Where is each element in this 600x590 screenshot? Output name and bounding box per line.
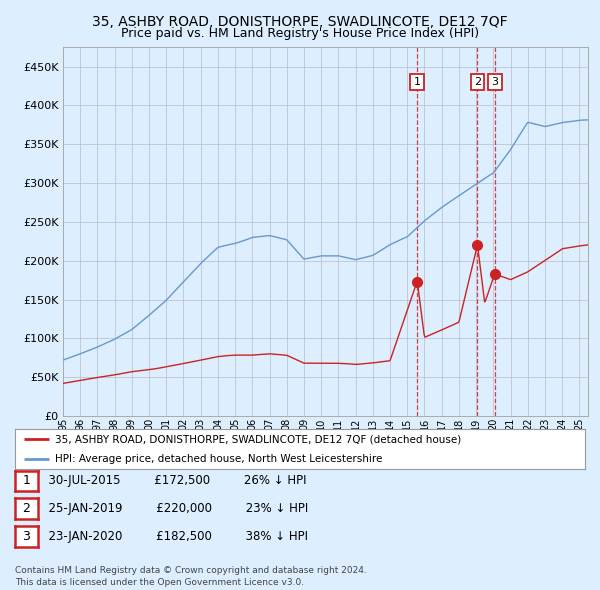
Text: 3: 3 xyxy=(491,77,498,87)
Text: 35, ASHBY ROAD, DONISTHORPE, SWADLINCOTE, DE12 7QF: 35, ASHBY ROAD, DONISTHORPE, SWADLINCOTE… xyxy=(92,15,508,29)
Text: 1: 1 xyxy=(22,474,31,487)
Text: 2: 2 xyxy=(22,502,31,515)
Text: Price paid vs. HM Land Registry's House Price Index (HPI): Price paid vs. HM Land Registry's House … xyxy=(121,27,479,40)
Text: 23-JAN-2020         £182,500         38% ↓ HPI: 23-JAN-2020 £182,500 38% ↓ HPI xyxy=(41,530,308,543)
Text: 1: 1 xyxy=(414,77,421,87)
Text: 25-JAN-2019         £220,000         23% ↓ HPI: 25-JAN-2019 £220,000 23% ↓ HPI xyxy=(41,502,308,515)
Text: Contains HM Land Registry data © Crown copyright and database right 2024.
This d: Contains HM Land Registry data © Crown c… xyxy=(15,566,367,587)
Text: 3: 3 xyxy=(22,530,31,543)
Text: 2: 2 xyxy=(474,77,481,87)
Text: HPI: Average price, detached house, North West Leicestershire: HPI: Average price, detached house, Nort… xyxy=(55,454,382,464)
Text: 30-JUL-2015         £172,500         26% ↓ HPI: 30-JUL-2015 £172,500 26% ↓ HPI xyxy=(41,474,307,487)
Text: 35, ASHBY ROAD, DONISTHORPE, SWADLINCOTE, DE12 7QF (detached house): 35, ASHBY ROAD, DONISTHORPE, SWADLINCOTE… xyxy=(55,434,461,444)
